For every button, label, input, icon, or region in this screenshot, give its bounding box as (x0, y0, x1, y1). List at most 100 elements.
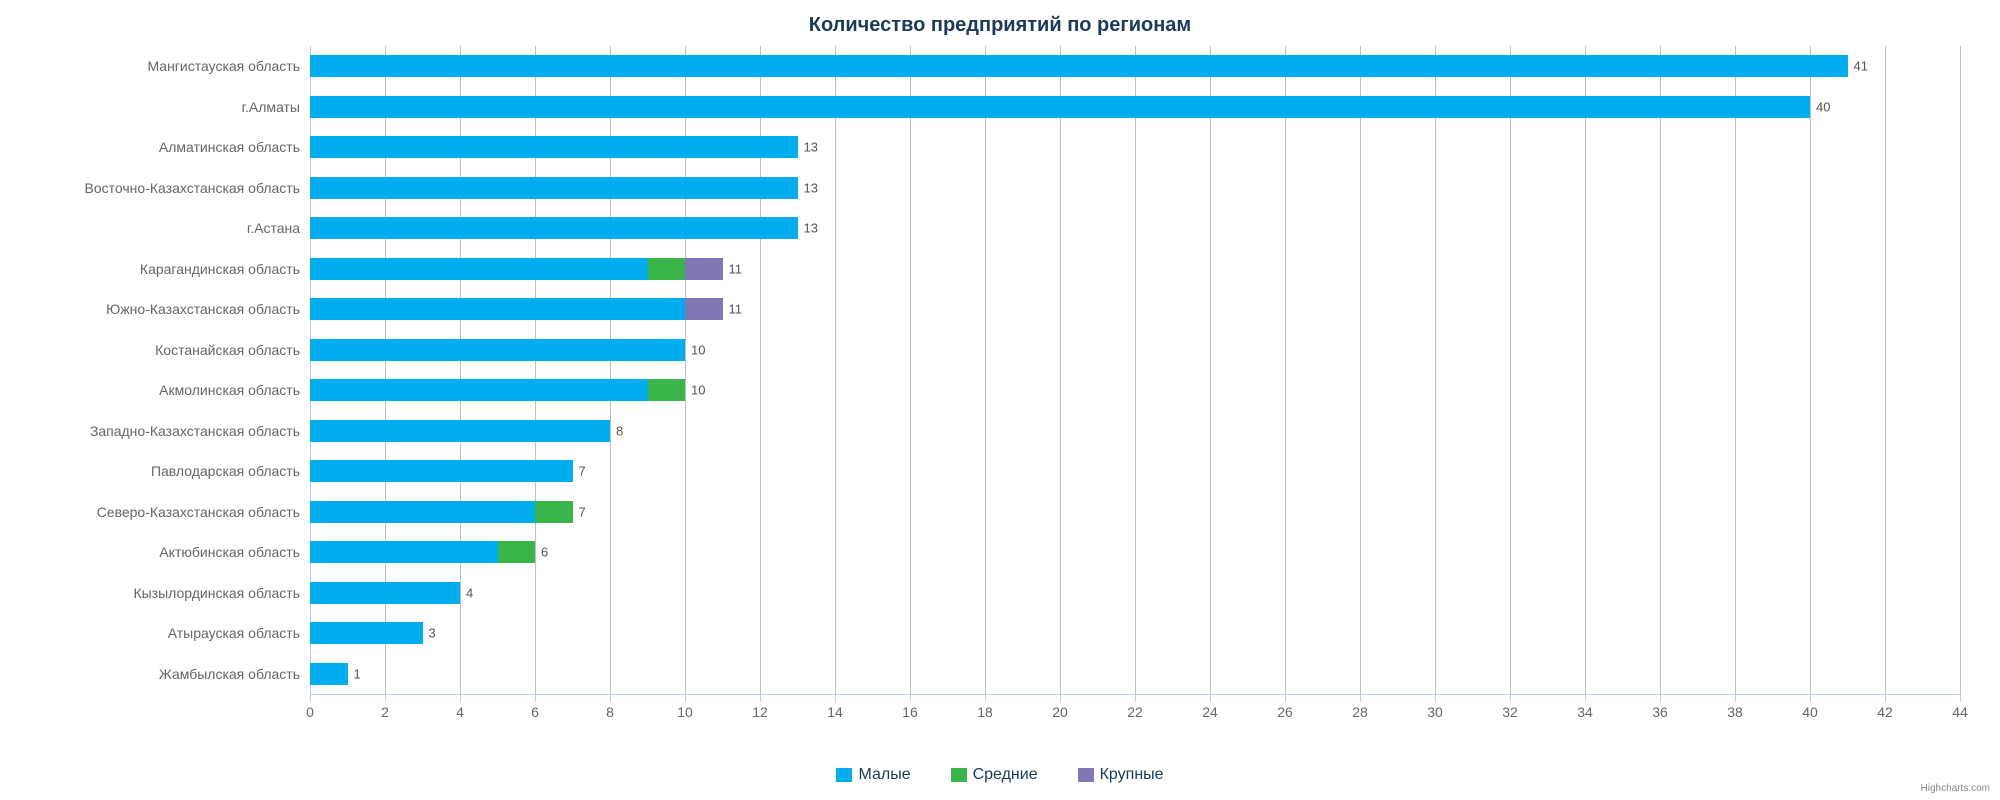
bar-total-label: 10 (685, 383, 705, 398)
gridline (1660, 46, 1661, 694)
gridline (835, 46, 836, 694)
y-category-label: Мангистауская область (147, 58, 310, 74)
y-category-label: Акмолинская область (159, 382, 310, 398)
bar-segment[interactable] (685, 258, 723, 280)
x-tick-mark (1210, 694, 1211, 702)
x-tick-mark (535, 694, 536, 702)
bar-segment[interactable] (498, 541, 536, 563)
legend-label: Крупные (1100, 766, 1164, 784)
gridline (1885, 46, 1886, 694)
x-tick-label: 20 (1052, 704, 1068, 720)
bar-segment[interactable] (648, 258, 686, 280)
y-category-label: Алматинская область (159, 139, 310, 155)
x-tick-label: 32 (1502, 704, 1518, 720)
x-tick-label: 26 (1277, 704, 1293, 720)
x-tick-mark (1360, 694, 1361, 702)
bar-segment[interactable] (310, 541, 498, 563)
bar-segment[interactable] (310, 663, 348, 685)
legend-label: Средние (973, 766, 1038, 784)
bar-total-label: 11 (723, 302, 743, 317)
bar-segment[interactable] (310, 298, 685, 320)
x-axis-line (310, 694, 1960, 695)
x-tick-mark (1585, 694, 1586, 702)
chart-title: Количество предприятий по регионам (0, 14, 2000, 37)
bar-segment[interactable] (535, 501, 573, 523)
bar-total-label: 3 (423, 626, 436, 641)
legend-swatch (1078, 768, 1094, 782)
y-category-label: Карагандинская область (140, 261, 310, 277)
bar-segment[interactable] (310, 582, 460, 604)
y-category-label: Кызылординская область (133, 585, 310, 601)
bar-segment[interactable] (310, 55, 1848, 77)
x-tick-label: 12 (752, 704, 768, 720)
y-category-label: Жамбылская область (159, 666, 310, 682)
x-tick-mark (1135, 694, 1136, 702)
y-category-label: г.Алматы (242, 99, 310, 115)
legend-item[interactable]: Малые (836, 766, 910, 784)
gridline (1210, 46, 1211, 694)
gridline (1585, 46, 1586, 694)
x-tick-label: 40 (1802, 704, 1818, 720)
y-category-label: Южно-Казахстанская область (106, 301, 310, 317)
bar-segment[interactable] (648, 379, 686, 401)
bar-total-label: 40 (1810, 99, 1830, 114)
gridline (910, 46, 911, 694)
bar-segment[interactable] (685, 298, 723, 320)
x-tick-label: 22 (1127, 704, 1143, 720)
x-tick-mark (1435, 694, 1436, 702)
bar-segment[interactable] (310, 339, 685, 361)
bar-total-label: 13 (798, 180, 818, 195)
chart-container: Количество предприятий по регионам 02468… (0, 0, 2000, 800)
y-category-label: Костанайская область (155, 342, 310, 358)
x-tick-mark (1960, 694, 1961, 702)
x-tick-label: 0 (306, 704, 314, 720)
legend-swatch (951, 768, 967, 782)
bar-segment[interactable] (310, 96, 1810, 118)
bar-segment[interactable] (310, 177, 798, 199)
x-tick-label: 38 (1727, 704, 1743, 720)
x-tick-label: 6 (531, 704, 539, 720)
x-tick-mark (310, 694, 311, 702)
x-tick-mark (910, 694, 911, 702)
x-tick-mark (985, 694, 986, 702)
bar-segment[interactable] (310, 501, 535, 523)
x-tick-mark (1885, 694, 1886, 702)
bar-segment[interactable] (310, 258, 648, 280)
x-tick-label: 4 (456, 704, 464, 720)
x-tick-mark (1510, 694, 1511, 702)
legend-swatch (836, 768, 852, 782)
bar-total-label: 11 (723, 261, 743, 276)
bar-segment[interactable] (310, 420, 610, 442)
y-category-label: Павлодарская область (151, 463, 310, 479)
bar-segment[interactable] (310, 460, 573, 482)
bar-segment[interactable] (310, 622, 423, 644)
y-category-label: Атырауская область (168, 625, 310, 641)
x-tick-mark (835, 694, 836, 702)
x-tick-mark (1810, 694, 1811, 702)
credit-link[interactable]: Highcharts.com (1921, 783, 1990, 794)
x-tick-label: 28 (1352, 704, 1368, 720)
x-tick-label: 44 (1952, 704, 1968, 720)
y-category-label: г.Астана (247, 220, 310, 236)
bar-segment[interactable] (310, 136, 798, 158)
bar-segment[interactable] (310, 379, 648, 401)
gridline (1960, 46, 1961, 694)
x-tick-mark (760, 694, 761, 702)
x-tick-mark (1735, 694, 1736, 702)
bar-total-label: 13 (798, 221, 818, 236)
legend-item[interactable]: Средние (951, 766, 1038, 784)
x-tick-label: 10 (677, 704, 693, 720)
bar-segment[interactable] (310, 217, 798, 239)
x-tick-label: 36 (1652, 704, 1668, 720)
legend-item[interactable]: Крупные (1078, 766, 1164, 784)
x-tick-mark (685, 694, 686, 702)
gridline (1810, 46, 1811, 694)
y-category-label: Северо-Казахстанская область (97, 504, 310, 520)
x-tick-mark (1060, 694, 1061, 702)
x-tick-mark (1660, 694, 1661, 702)
x-tick-mark (460, 694, 461, 702)
bar-total-label: 6 (535, 545, 548, 560)
gridline (1435, 46, 1436, 694)
x-tick-label: 34 (1577, 704, 1593, 720)
x-tick-mark (1285, 694, 1286, 702)
